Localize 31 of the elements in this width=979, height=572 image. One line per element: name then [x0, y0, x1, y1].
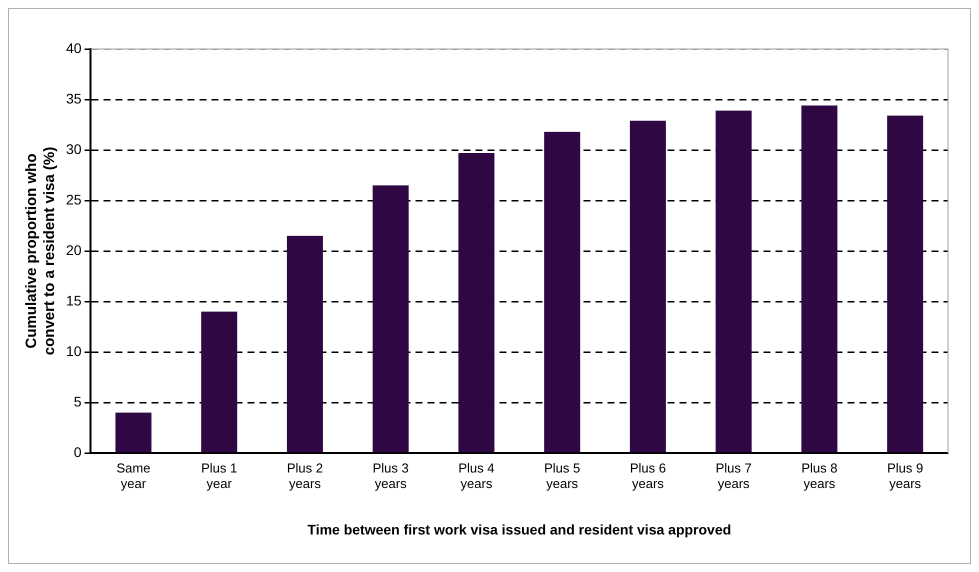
x-tick-label: Plus 6 years: [630, 460, 666, 491]
x-tick-label: Plus 5 years: [544, 460, 580, 491]
bar: [801, 106, 838, 452]
y-tick-label: 30: [66, 140, 82, 157]
y-tick-label: 10: [66, 342, 82, 359]
x-tick-label: Plus 8 years: [801, 460, 838, 491]
y-tick-label: 5: [74, 393, 82, 410]
bar: [201, 312, 238, 452]
bar: [887, 116, 924, 452]
bar: [630, 120, 666, 452]
x-tick-label: Plus 3 years: [372, 460, 409, 491]
x-tick-label: Plus 4 years: [458, 460, 494, 491]
y-tick-label: 20: [66, 242, 82, 258]
x-tick-label: Plus 1 year: [201, 460, 238, 491]
y-tick-label: 25: [66, 191, 82, 208]
bar: [716, 110, 752, 452]
bar: [544, 132, 580, 452]
x-axis-title: Time between first work visa issued and resident visa approved: [307, 521, 732, 538]
x-tick-label: Same year: [116, 460, 150, 491]
bar: [372, 185, 409, 452]
y-axis-title: Cumulative proportion who convert to a resident visa (%): [23, 146, 58, 356]
x-tick-label: Plus 7 years: [716, 460, 752, 491]
y-tick-label: 35: [66, 90, 82, 106]
x-tick-label: Plus 9 years: [887, 460, 924, 491]
y-tick-label: 0: [74, 444, 82, 460]
y-tick-label: 40: [66, 40, 82, 56]
bar: [286, 236, 323, 452]
x-tick-label: Plus 2 years: [286, 460, 323, 491]
y-tick-label: 15: [66, 292, 82, 308]
bar: [115, 412, 152, 452]
bar: [458, 153, 494, 452]
